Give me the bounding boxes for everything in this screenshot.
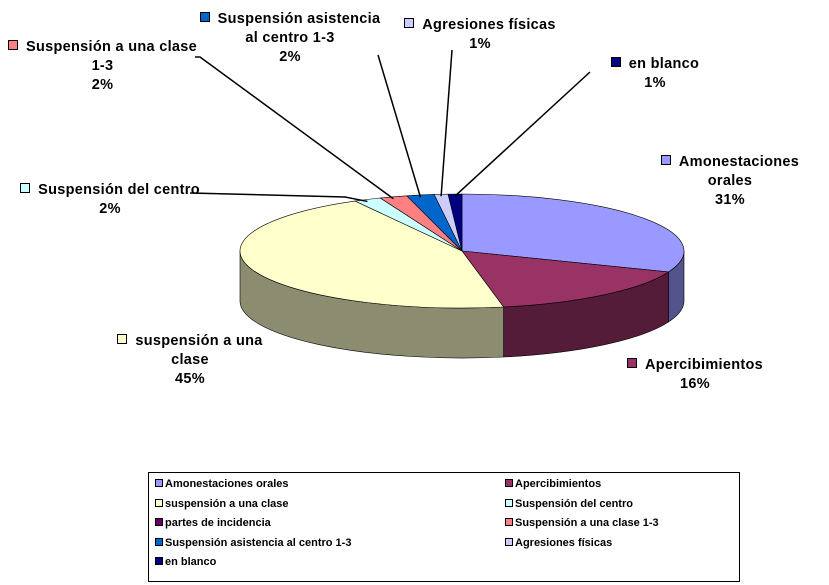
- data-label: Apercibimientos 16%: [605, 356, 785, 394]
- legend-text: suspensión a una clase: [165, 497, 289, 510]
- leader-line: [440, 49, 453, 197]
- legend-item: suspensión a una clase: [155, 498, 289, 510]
- slice: [239, 200, 505, 309]
- label-marker: [404, 18, 415, 28]
- label-marker: [660, 155, 671, 165]
- label-value: 45%: [175, 371, 205, 387]
- label-name: Agresiones físicas: [422, 17, 556, 33]
- label-marker: [626, 358, 637, 368]
- data-label: Suspensión del centro 2%: [20, 181, 200, 219]
- legend-marker: [505, 479, 513, 487]
- label-name: Suspensión del centro: [38, 182, 200, 198]
- legend-item: partes de incidencia: [155, 517, 271, 529]
- label-name: Suspensión asistencia al centro 1-3: [217, 11, 381, 46]
- data-label: Suspensión asistencia al centro 1-3 2%: [195, 10, 385, 67]
- legend-item: Amonestaciones orales: [155, 478, 289, 490]
- label-marker: [20, 183, 31, 193]
- legend-marker: [155, 498, 163, 507]
- label-marker: [117, 334, 128, 344]
- legend-marker: [155, 479, 163, 487]
- data-label: Agresiones físicas 1%: [370, 16, 590, 54]
- legend-item: Suspensión a una clase 1-3: [505, 517, 659, 529]
- legend-text: Suspensión asistencia al centro 1-3: [165, 536, 352, 549]
- slice: [461, 250, 670, 308]
- legend-item: Agresiones físicas: [505, 537, 612, 549]
- label-marker: [8, 40, 18, 50]
- label-marker: [610, 57, 621, 67]
- data-label: Suspensión a una clase 1-3 2%: [5, 38, 200, 95]
- legend-marker: [155, 518, 163, 527]
- pie-area: [189, 49, 685, 359]
- label-value: 2%: [279, 49, 301, 65]
- label-name: Suspensión a una clase 1-3: [26, 39, 197, 74]
- legend-text: Agresiones físicas: [515, 536, 613, 549]
- legend-item: Suspensión asistencia al centro 1-3: [155, 537, 351, 549]
- slice: [461, 193, 685, 273]
- legend-text: Suspensión del centro: [515, 497, 633, 510]
- legend-marker: [505, 518, 513, 527]
- leader-line: [195, 56, 394, 200]
- data-label: Amonestaciones orales 31%: [650, 153, 810, 210]
- data-label: suspensión a una clase 45%: [110, 332, 270, 389]
- slice: [447, 193, 463, 252]
- label-value: 1%: [469, 36, 491, 52]
- legend-marker: [505, 498, 513, 507]
- data-label: en blanco 1%: [590, 55, 720, 93]
- label-value: 31%: [715, 192, 745, 208]
- legend-marker: [155, 537, 163, 546]
- label-name: en blanco: [628, 56, 700, 72]
- leader-line: [454, 71, 591, 197]
- legend-item: Apercibimientos: [505, 478, 601, 490]
- leader-line: [377, 54, 422, 198]
- label-value: 1%: [644, 75, 666, 91]
- label-value: 2%: [99, 201, 121, 217]
- legend-text: Amonestaciones orales: [165, 478, 289, 490]
- legend-text: en blanco: [165, 556, 217, 569]
- legend: Amonestaciones orales Apercibimientos susp…: [148, 472, 740, 582]
- label-value: 16%: [680, 376, 710, 392]
- label-marker: [199, 12, 210, 22]
- legend-marker: [505, 537, 513, 546]
- leader-line: [189, 192, 368, 203]
- label-name: Amonestaciones orales: [678, 154, 800, 189]
- label-name: suspensión a una clase: [135, 333, 263, 368]
- label-name: Apercibimientos: [644, 357, 764, 373]
- legend-text: Apercibimientos: [515, 478, 602, 490]
- legend-item: en blanco: [155, 556, 216, 568]
- legend-item: Suspensión del centro: [505, 498, 633, 510]
- legend-text: Suspensión a una clase 1-3: [515, 517, 659, 530]
- label-value: 2%: [91, 77, 114, 93]
- legend-marker: [155, 557, 163, 566]
- legend-text: partes de incidencia: [165, 517, 271, 530]
